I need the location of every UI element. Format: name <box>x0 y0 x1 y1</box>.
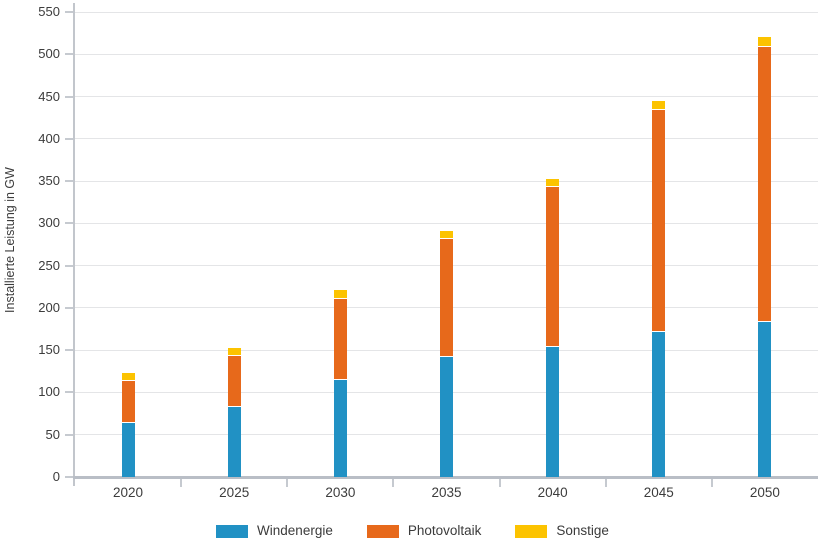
y-axis-tick <box>65 222 73 225</box>
x-tick-label: 2030 <box>325 485 356 500</box>
y-tick-label: 100 <box>38 384 60 400</box>
y-tick-label: 200 <box>38 299 60 315</box>
y-tick-label: 550 <box>38 4 60 19</box>
x-axis-tick <box>710 479 713 487</box>
y-tick-label: 0 <box>52 469 60 484</box>
y-tick-label: 350 <box>38 173 60 189</box>
gridline <box>75 138 818 140</box>
x-tick-label: 2045 <box>643 485 674 500</box>
y-axis-tick <box>65 53 73 56</box>
bar-segment-sonstige-2040 <box>546 178 560 186</box>
y-axis-tick <box>65 306 73 309</box>
y-tick-label: 300 <box>38 215 60 231</box>
legend-swatch-icon <box>216 524 249 538</box>
x-axis-tick <box>392 479 395 487</box>
x-tick-label: 2050 <box>749 485 780 500</box>
bar-segment-photovoltaik-2040 <box>546 187 560 346</box>
bar-segment-sonstige-2050 <box>758 37 772 46</box>
bar-segment-sonstige-2045 <box>652 100 666 110</box>
legend-item-photovoltaik: Photovoltaik <box>366 523 482 539</box>
bar-segment-sonstige-2020 <box>121 373 135 381</box>
bar-segment-windenergie-2040 <box>546 346 560 477</box>
bar-segment-photovoltaik-2035 <box>440 239 453 356</box>
bar-segment-sonstige-2035 <box>440 230 453 239</box>
y-axis-tick <box>65 349 73 352</box>
legend: Windenergie Photovoltaik Sonstige <box>0 523 825 539</box>
legend-swatch-icon <box>515 524 548 538</box>
bar-segment-windenergie-2020 <box>121 422 135 477</box>
bar-segment-photovoltaik-2025 <box>227 356 241 406</box>
y-axis-tick <box>65 95 73 98</box>
x-axis-tick <box>180 479 183 487</box>
legend-label: Windenergie <box>257 523 333 538</box>
x-tick-label: 2035 <box>431 485 462 500</box>
y-tick-label: 250 <box>38 257 60 273</box>
gridline <box>75 11 818 13</box>
x-axis-tick <box>498 479 501 487</box>
y-axis-tick <box>65 180 73 183</box>
bar-segment-windenergie-2025 <box>227 406 241 477</box>
bar-segment-sonstige-2025 <box>227 347 241 356</box>
legend-swatch-icon <box>366 524 399 538</box>
y-axis-tick <box>65 433 73 436</box>
x-tick-label: 2025 <box>219 485 250 500</box>
y-tick-label: 500 <box>38 46 60 62</box>
y-tick-label: 150 <box>38 342 60 358</box>
bar-segment-windenergie-2030 <box>333 379 347 477</box>
y-tick-label: 400 <box>38 130 60 146</box>
x-axis-line <box>73 476 818 479</box>
bar-segment-sonstige-2030 <box>333 290 347 298</box>
bar-segment-windenergie-2050 <box>758 322 772 477</box>
x-tick-label: 2040 <box>537 485 568 500</box>
bar-segment-photovoltaik-2045 <box>652 110 666 332</box>
bar-segment-photovoltaik-2020 <box>121 381 135 422</box>
y-axis-tick <box>65 476 73 478</box>
x-axis-tick <box>286 479 289 487</box>
bar-segment-windenergie-2045 <box>652 332 666 477</box>
y-axis-tick <box>65 11 73 13</box>
y-tick-label: 50 <box>45 426 60 442</box>
bar-segment-photovoltaik-2050 <box>758 46 772 322</box>
bar-segment-photovoltaik-2030 <box>333 298 347 379</box>
gridline <box>75 222 818 224</box>
legend-item-sonstige: Sonstige <box>515 523 609 539</box>
x-tick-label: 2020 <box>113 485 144 500</box>
gridline <box>75 96 818 98</box>
bar-segment-windenergie-2035 <box>440 356 453 477</box>
gridline <box>75 180 818 182</box>
legend-label: Sonstige <box>556 523 609 538</box>
y-axis-tick <box>65 137 73 140</box>
y-axis-tick <box>65 264 73 267</box>
y-axis-line <box>73 3 75 486</box>
y-tick-label: 450 <box>38 88 60 104</box>
legend-label: Photovoltaik <box>407 523 482 538</box>
gridline <box>75 53 818 55</box>
y-axis-tick <box>65 391 73 394</box>
x-axis-tick <box>604 479 607 487</box>
plot-area <box>65 3 818 487</box>
legend-item-windenergie: Windenergie <box>216 523 333 539</box>
